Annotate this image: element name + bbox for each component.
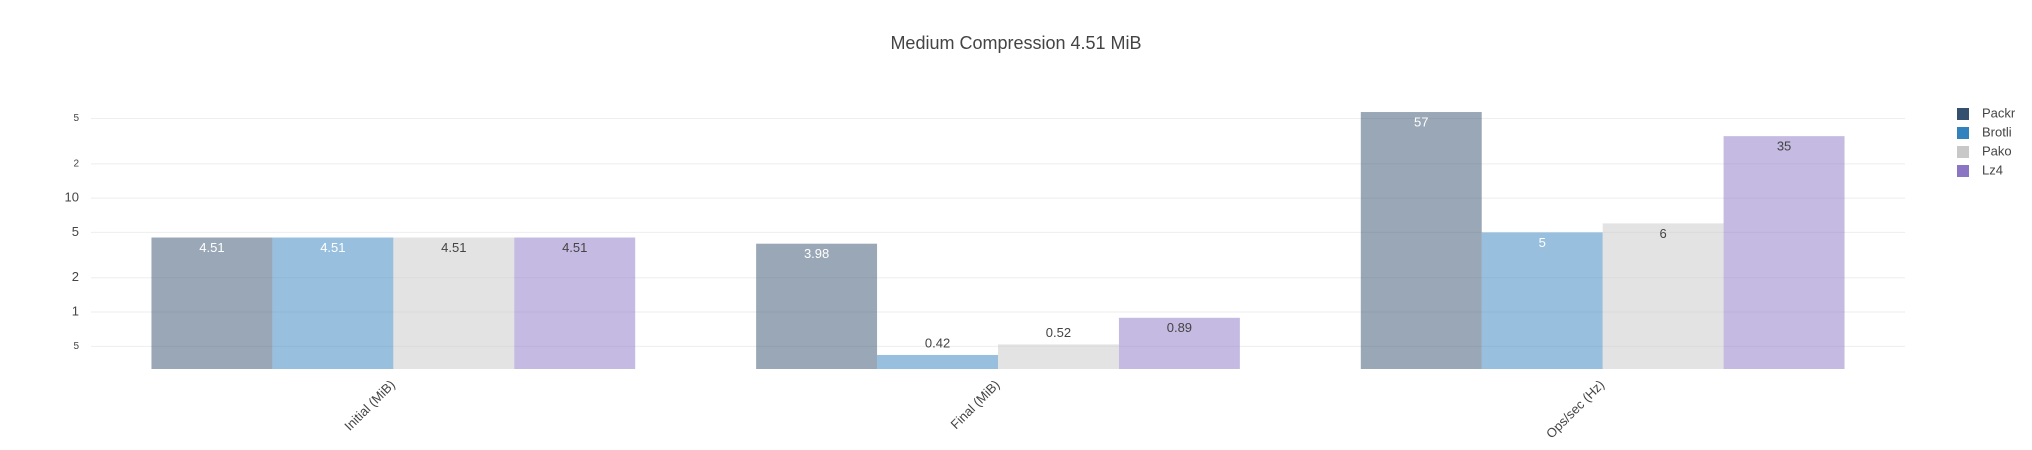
data-label: 4.51 — [562, 240, 587, 255]
data-label: 0.42 — [925, 335, 950, 350]
data-label: 0.52 — [1046, 325, 1071, 340]
y-tick-label: 1 — [72, 303, 79, 318]
legend-label: Pako — [1982, 143, 2012, 158]
y-tick-label: 5 — [73, 341, 79, 352]
bar — [1118, 317, 1240, 369]
data-label: 57 — [1414, 114, 1428, 129]
y-tick-label: 5 — [73, 113, 79, 124]
bar — [1481, 232, 1603, 369]
bar — [1360, 112, 1482, 369]
legend-swatch — [1957, 108, 1969, 120]
bar — [514, 237, 636, 369]
legend-label: Brotli — [1982, 124, 2012, 139]
x-tick-label: Ops/sec (Hz) — [1543, 377, 1607, 441]
y-tick-label: 5 — [72, 224, 79, 239]
data-label: 4.51 — [199, 240, 224, 255]
y-tick-label: 2 — [72, 269, 79, 284]
y-tick-label: 10 — [65, 190, 79, 205]
data-label: 5 — [1539, 235, 1546, 250]
bar — [151, 237, 273, 369]
legend-label: Lz4 — [1982, 162, 2003, 177]
bar — [998, 344, 1119, 369]
y-tick-label: 2 — [73, 158, 79, 169]
x-tick-label: Initial (MiB) — [341, 377, 398, 434]
data-label: 4.51 — [320, 240, 345, 255]
data-label: 6 — [1660, 226, 1667, 241]
bar — [1602, 223, 1724, 369]
bar — [1723, 136, 1845, 369]
legend-swatch — [1957, 127, 1969, 139]
bar — [393, 237, 515, 369]
data-label: 4.51 — [441, 240, 466, 255]
legend-swatch — [1957, 165, 1969, 177]
data-label: 0.89 — [1167, 320, 1192, 335]
bar — [272, 237, 394, 369]
data-label: 35 — [1777, 139, 1791, 154]
chart-title: Medium Compression 4.51 MiB — [890, 33, 1141, 53]
legend-label: Packr — [1982, 105, 2016, 120]
legend-swatch — [1957, 146, 1969, 158]
data-label: 3.98 — [804, 246, 829, 261]
bar — [877, 354, 998, 369]
x-tick-label: Final (MiB) — [948, 377, 1003, 432]
bar — [756, 243, 878, 369]
